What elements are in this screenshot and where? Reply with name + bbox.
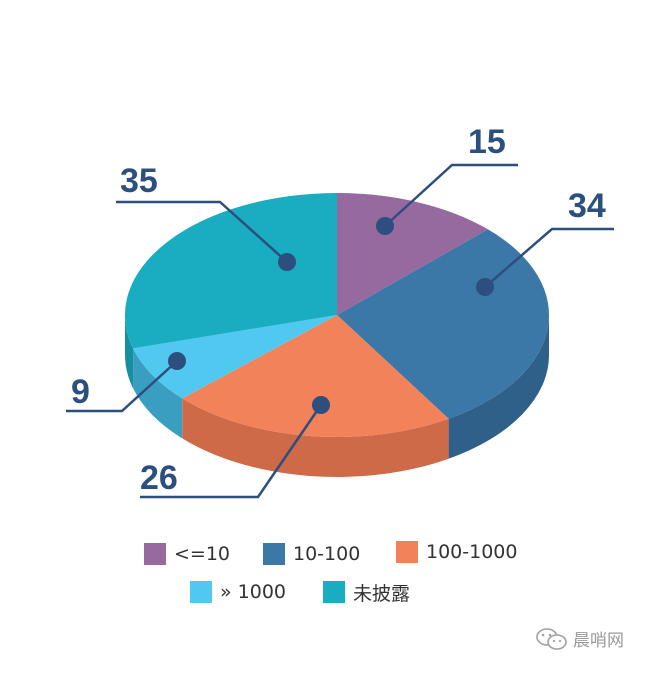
leader-dot-2 xyxy=(312,396,330,414)
leader-lines xyxy=(66,163,614,499)
legend-label: » 1000 xyxy=(220,581,287,603)
pie-side-1 xyxy=(448,315,549,459)
legend-label: 10-100 xyxy=(293,543,361,565)
legend-item-100-1000: 100-1000 xyxy=(396,540,517,564)
wechat-icon xyxy=(536,627,567,650)
pie-slice-2 xyxy=(182,315,449,437)
value-label-3: 9 xyxy=(71,373,90,411)
leader-line-1 xyxy=(484,227,614,288)
value-label-4: 35 xyxy=(120,162,158,200)
leader-line-3 xyxy=(66,360,178,413)
legend-item-10-100: 10-100 xyxy=(263,542,360,566)
value-labels: 15 34 26 9 35 xyxy=(71,123,606,497)
pie-slice-0 xyxy=(337,193,488,315)
pie-side-4 xyxy=(125,315,134,389)
pie-side-2 xyxy=(182,398,449,477)
leader-line-2 xyxy=(140,404,323,499)
value-label-0: 15 xyxy=(468,123,506,161)
pie-slice-3 xyxy=(133,315,337,399)
legend-swatch xyxy=(263,543,285,565)
leader-dot-3 xyxy=(168,352,186,370)
pie-slice-4 xyxy=(125,193,337,349)
legend-label: 100-1000 xyxy=(426,541,518,563)
pie-side-3 xyxy=(133,348,183,439)
value-label-1: 34 xyxy=(568,187,606,225)
legend-item-le10: <=10 xyxy=(144,542,230,566)
leader-dot-1 xyxy=(476,278,494,296)
legend-swatch xyxy=(396,541,418,563)
leader-line-0 xyxy=(384,163,518,227)
leader-dot-4 xyxy=(278,253,296,271)
leader-line-4 xyxy=(116,200,288,263)
legend-swatch xyxy=(144,543,166,565)
leader-dot-0 xyxy=(376,217,394,235)
pie-top-slices xyxy=(125,193,549,437)
pie-side-walls xyxy=(125,315,549,477)
legend-label: <=10 xyxy=(174,543,231,565)
legend-swatch xyxy=(323,581,345,603)
legend-item-undisclosed: 未披露 xyxy=(323,580,411,605)
watermark: 晨哨网 xyxy=(535,626,624,651)
legend-item-gt1000: » 1000 xyxy=(190,580,286,604)
legend-label: 未披露 xyxy=(353,582,411,605)
legend-swatch xyxy=(190,581,212,603)
watermark-text: 晨哨网 xyxy=(573,631,624,651)
value-label-2: 26 xyxy=(140,459,178,497)
